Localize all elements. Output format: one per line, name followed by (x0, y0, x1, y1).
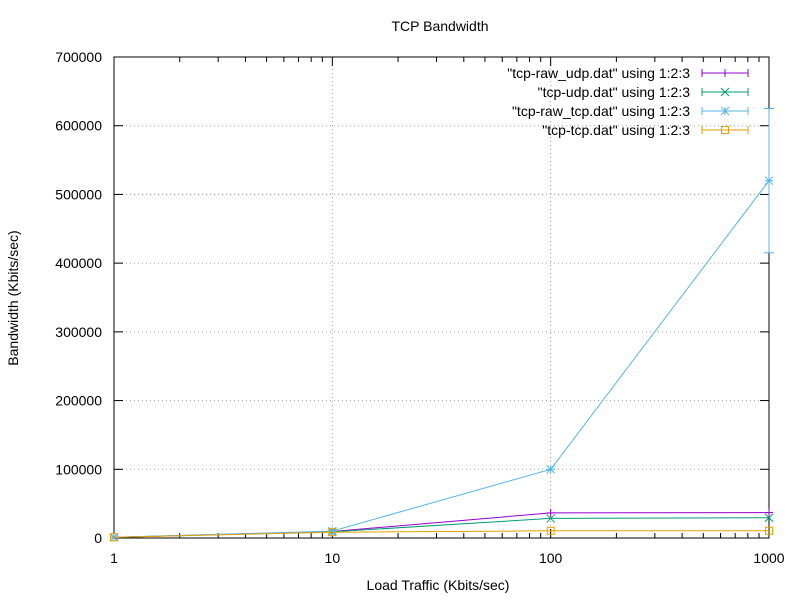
x-tick-label: 100 (539, 550, 563, 566)
chart-title: TCP Bandwidth (391, 18, 488, 34)
data-point (764, 513, 774, 523)
series-4 (110, 526, 773, 542)
data-point (765, 508, 773, 517)
legend-marker (721, 126, 729, 134)
series-3 (109, 108, 774, 542)
series-line (113, 530, 769, 538)
legend-swatch (701, 126, 749, 134)
legend-marker (721, 69, 729, 77)
data-point (546, 464, 556, 474)
y-tick-label: 400000 (55, 255, 102, 271)
y-tick-label: 100000 (55, 461, 102, 477)
x-tick-label: 10 (325, 550, 341, 566)
data-point (109, 532, 119, 542)
y-tick-label: 200000 (55, 393, 102, 409)
legend-item: "tcp-udp.dat" using 1:2:3 (538, 84, 749, 100)
legend-item: "tcp-raw_udp.dat" using 1:2:3 (507, 65, 749, 81)
data-point (765, 526, 773, 535)
y-tick-label: 600000 (55, 118, 102, 134)
plot-border (113, 56, 770, 539)
legend-label: "tcp-raw_tcp.dat" using 1:2:3 (512, 103, 690, 119)
legend-marker (720, 87, 730, 97)
legend-label: "tcp-udp.dat" using 1:2:3 (538, 84, 691, 100)
x-tick-label: 1000 (753, 550, 784, 566)
grid (114, 57, 769, 538)
series-2 (109, 513, 774, 542)
legend-label: "tcp-tcp.dat" using 1:2:3 (542, 122, 690, 138)
legend-item: "tcp-tcp.dat" using 1:2:3 (542, 122, 749, 138)
data-point (764, 176, 774, 186)
y-tick-label: 300000 (55, 324, 102, 340)
legend-label: "tcp-raw_udp.dat" using 1:2:3 (507, 65, 690, 81)
x-axis-label: Load Traffic (Kbits/sec) (367, 577, 510, 593)
y-tick-label: 700000 (55, 49, 102, 65)
data-point (546, 526, 555, 535)
data-point (110, 533, 118, 542)
y-tick-label: 500000 (55, 186, 102, 202)
data-point (546, 514, 556, 523)
legend-item: "tcp-raw_tcp.dat" using 1:2:3 (512, 103, 749, 119)
series-layer (109, 108, 774, 542)
axis-ticks: 0 100000 200000 300000 400000 500000 600000 700… (55, 49, 784, 566)
y-tick-label: 0 (94, 530, 102, 546)
legend: "tcp-raw_udp.dat" using 1:2:3 "tcp-udp.da… (507, 65, 749, 138)
x-tick-label: 1 (110, 550, 118, 566)
data-point (546, 508, 555, 517)
data-point (328, 528, 337, 537)
legend-marker (720, 106, 730, 116)
series-line (113, 180, 770, 538)
y-axis-label: Bandwidth (Kbits/sec) (5, 230, 21, 365)
